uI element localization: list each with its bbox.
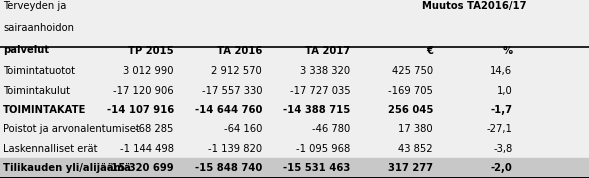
Text: 3 012 990: 3 012 990 — [123, 66, 174, 76]
Text: -15 531 463: -15 531 463 — [283, 163, 350, 173]
Text: 2 912 570: 2 912 570 — [211, 66, 262, 76]
Text: %: % — [502, 46, 512, 56]
Bar — [0, 158, 589, 178]
Text: 317 277: 317 277 — [388, 163, 433, 173]
Text: -14 107 916: -14 107 916 — [107, 105, 174, 115]
Text: Terveyden ja: Terveyden ja — [3, 1, 67, 11]
Text: -3,8: -3,8 — [493, 144, 512, 154]
Text: -17 120 906: -17 120 906 — [113, 85, 174, 96]
Text: Muutos TA2016/17: Muutos TA2016/17 — [422, 1, 527, 11]
Text: sairaanhoidon: sairaanhoidon — [3, 23, 74, 33]
Text: -17 557 330: -17 557 330 — [201, 85, 262, 96]
Text: -2,0: -2,0 — [491, 163, 512, 173]
Text: €: € — [426, 46, 433, 56]
Text: -27,1: -27,1 — [487, 124, 512, 134]
Text: -15 848 740: -15 848 740 — [195, 163, 262, 173]
Text: 3 338 320: 3 338 320 — [300, 66, 350, 76]
Text: 14,6: 14,6 — [490, 66, 512, 76]
Text: -17 727 035: -17 727 035 — [290, 85, 350, 96]
Text: 1,0: 1,0 — [497, 85, 512, 96]
Text: palvelut: palvelut — [3, 45, 49, 55]
Text: Tilikauden yli/alijäämä: Tilikauden yli/alijäämä — [3, 163, 131, 173]
Text: TP 2015: TP 2015 — [128, 46, 174, 56]
Text: Toimintatuotot: Toimintatuotot — [3, 66, 75, 76]
Text: 17 380: 17 380 — [398, 124, 433, 134]
Text: Toimintakulut: Toimintakulut — [3, 85, 70, 96]
Text: -15 320 699: -15 320 699 — [107, 163, 174, 173]
Text: -46 780: -46 780 — [312, 124, 350, 134]
Text: -1,7: -1,7 — [491, 105, 512, 115]
Text: -169 705: -169 705 — [388, 85, 433, 96]
Text: Poistot ja arvonalentumiset: Poistot ja arvonalentumiset — [3, 124, 140, 134]
Text: TOIMINTAKATE: TOIMINTAKATE — [3, 105, 87, 115]
Text: -1 095 968: -1 095 968 — [296, 144, 350, 154]
Text: TA 2016: TA 2016 — [217, 46, 262, 56]
Text: -1 144 498: -1 144 498 — [120, 144, 174, 154]
Text: -1 139 820: -1 139 820 — [208, 144, 262, 154]
Text: -64 160: -64 160 — [224, 124, 262, 134]
Text: 425 750: 425 750 — [392, 66, 433, 76]
Text: 256 045: 256 045 — [388, 105, 433, 115]
Text: 43 852: 43 852 — [398, 144, 433, 154]
Text: -14 388 715: -14 388 715 — [283, 105, 350, 115]
Text: TA 2017: TA 2017 — [305, 46, 350, 56]
Text: -14 644 760: -14 644 760 — [195, 105, 262, 115]
Text: Laskennalliset erät: Laskennalliset erät — [3, 144, 97, 154]
Text: -68 285: -68 285 — [135, 124, 174, 134]
